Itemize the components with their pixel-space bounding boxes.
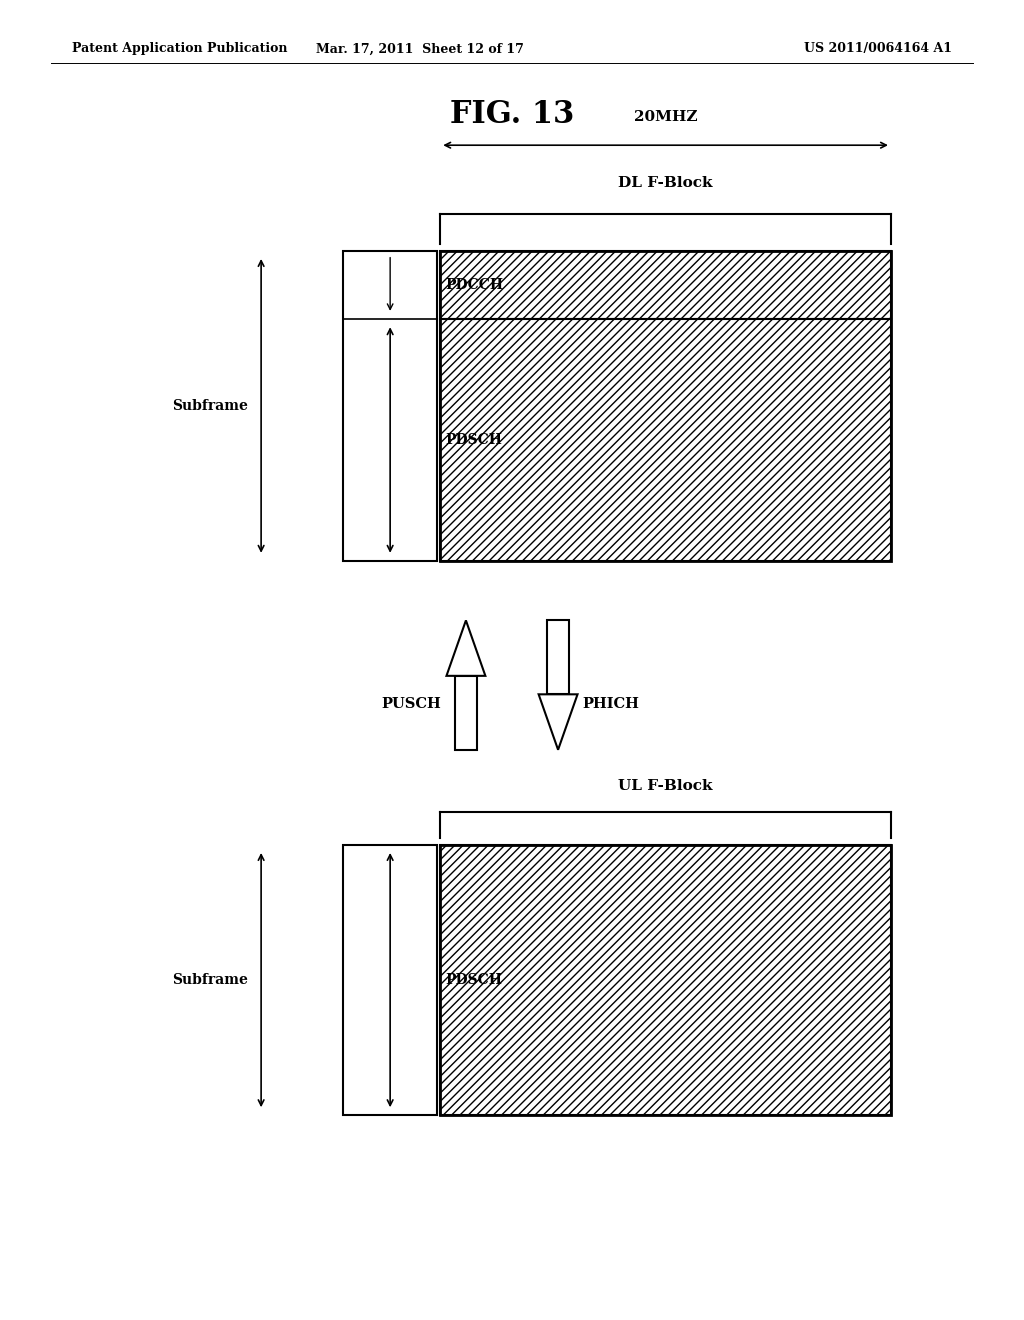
Bar	[343, 845, 437, 1115]
Text: US 2011/0064164 A1: US 2011/0064164 A1	[804, 42, 952, 55]
Text: Patent Application Publication: Patent Application Publication	[72, 42, 287, 55]
Bar	[440, 845, 891, 1115]
Text: PDSCH: PDSCH	[445, 973, 503, 987]
Text: 20MHZ: 20MHZ	[634, 110, 697, 124]
Text: Subframe: Subframe	[172, 973, 248, 987]
Text: PUSCH: PUSCH	[382, 697, 441, 711]
Bar	[547, 620, 569, 694]
Text: UL F-Block: UL F-Block	[618, 779, 713, 793]
Polygon shape	[446, 620, 485, 676]
Bar	[440, 845, 891, 1115]
Text: Subframe: Subframe	[172, 399, 248, 413]
Bar	[440, 251, 891, 319]
Bar	[455, 676, 477, 750]
Text: PHICH: PHICH	[583, 697, 640, 711]
Text: PDSCH: PDSCH	[445, 433, 503, 447]
Bar	[440, 319, 891, 561]
Text: PDCCH: PDCCH	[445, 279, 504, 292]
Text: DL F-Block: DL F-Block	[618, 176, 713, 190]
Text: Mar. 17, 2011  Sheet 12 of 17: Mar. 17, 2011 Sheet 12 of 17	[315, 42, 524, 55]
Polygon shape	[539, 694, 578, 750]
Bar	[440, 251, 891, 561]
Text: FIG. 13: FIG. 13	[450, 99, 574, 131]
Bar	[343, 251, 437, 561]
